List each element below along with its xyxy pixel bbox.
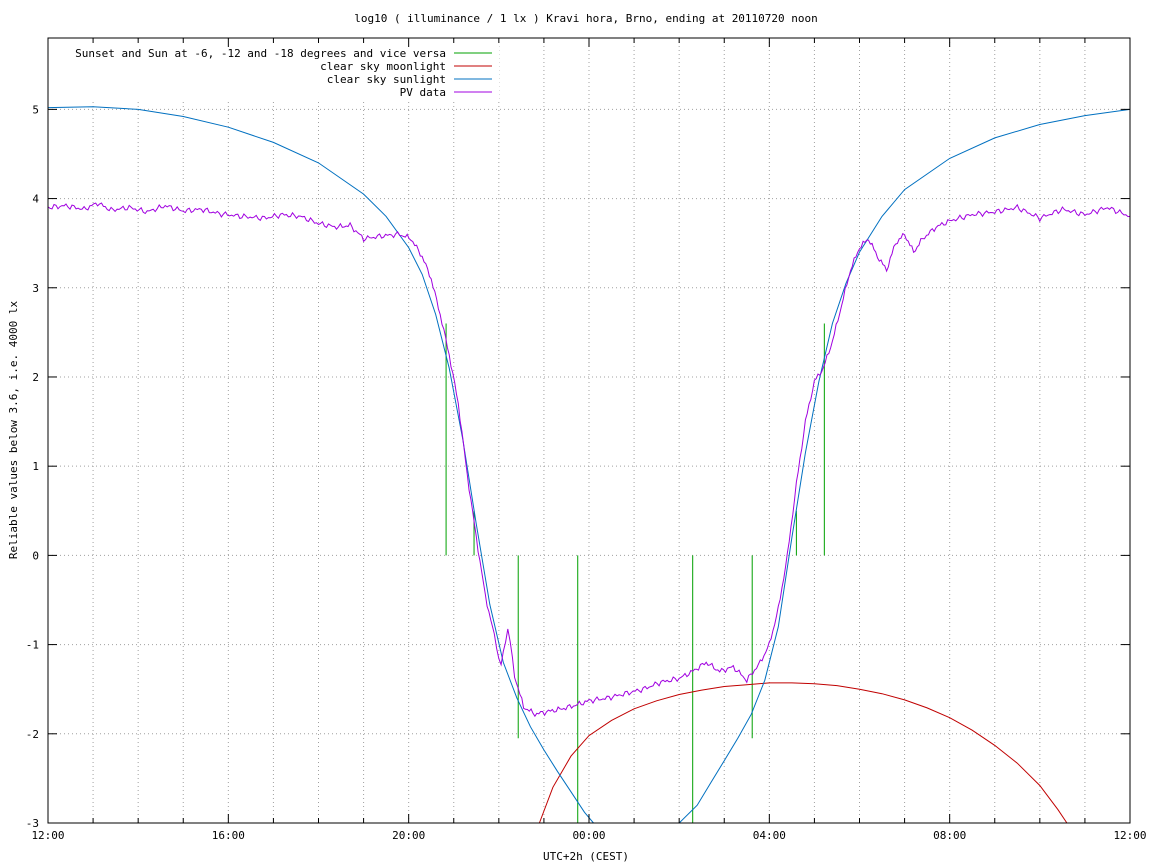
plot-series <box>47 106 1131 824</box>
legend-entry-label: PV data <box>400 86 446 99</box>
legend-entry-label: Sunset and Sun at -6, -12 and -18 degree… <box>75 47 446 60</box>
series-line-3 <box>47 202 1131 718</box>
legend: Sunset and Sun at -6, -12 and -18 degree… <box>75 47 492 99</box>
x-tick-label: 16:00 <box>212 829 245 842</box>
x-tick-label: 12:00 <box>1113 829 1146 842</box>
y-tick-label: 4 <box>32 193 39 206</box>
x-tick-label: 00:00 <box>572 829 605 842</box>
y-tick-label: 0 <box>32 549 39 562</box>
series-line-1 <box>538 682 1068 824</box>
y-tick-label: 2 <box>32 371 39 384</box>
legend-entry-label: clear sky moonlight <box>320 60 446 73</box>
x-tick-label: 04:00 <box>753 829 786 842</box>
y-tick-label: 1 <box>32 460 39 473</box>
y-tick-label: -1 <box>26 639 39 652</box>
x-tick-label: 08:00 <box>933 829 966 842</box>
x-tick-label: 20:00 <box>392 829 425 842</box>
y-axis-label: Reliable values below 3.6, i.e. 4000 lx <box>7 300 20 559</box>
axis-ticks <box>48 38 1130 824</box>
chart-title: log10 ( illuminance / 1 lx ) Kravi hora,… <box>354 12 818 25</box>
y-tick-label: -2 <box>26 728 39 741</box>
x-tick-label: 12:00 <box>31 829 64 842</box>
y-tick-label: -3 <box>26 817 39 830</box>
y-tick-label: 3 <box>32 282 39 295</box>
legend-background <box>49 39 499 101</box>
legend-entry-label: clear sky sunlight <box>327 73 446 86</box>
series-line-2 <box>47 106 1131 824</box>
grid <box>48 38 1130 823</box>
y-tick-label: 5 <box>32 103 39 116</box>
x-axis-label: UTC+2h (CEST) <box>543 850 629 863</box>
